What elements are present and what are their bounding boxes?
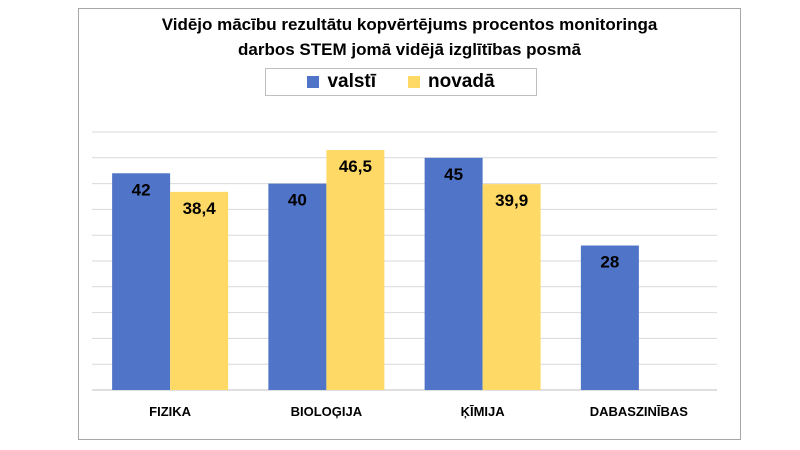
data-label: 42 bbox=[132, 180, 151, 199]
chart-title-line2: darbos STEM jomā vidējā izglītības posmā bbox=[238, 40, 581, 59]
bar-novada bbox=[326, 150, 385, 390]
bar-valsti bbox=[580, 245, 639, 390]
chart-title: Vidējo mācību rezultātu kopvērtējums pro… bbox=[78, 12, 741, 62]
data-label: 39,9 bbox=[495, 191, 528, 210]
category-label: DABASZINĪBAS bbox=[590, 404, 689, 419]
category-label: BIOLOĢIJA bbox=[291, 404, 363, 419]
legend-swatch-valsti bbox=[307, 76, 320, 88]
category-label: FIZIKA bbox=[149, 404, 191, 419]
data-label: 40 bbox=[288, 191, 307, 210]
bar-valsti bbox=[268, 183, 327, 390]
bar-novada bbox=[482, 184, 541, 390]
legend-item-valsti: valstī bbox=[307, 71, 376, 93]
data-label: 28 bbox=[600, 253, 619, 272]
data-label: 45 bbox=[444, 165, 463, 184]
legend-label-valsti: valstī bbox=[327, 71, 377, 92]
legend-label-novada: novadā bbox=[428, 71, 495, 92]
category-label: ĶĪMIJA bbox=[461, 404, 506, 419]
chart-legend: valstī novadā bbox=[265, 68, 537, 96]
legend-item-novada: novadā bbox=[408, 71, 495, 93]
chart-title-line1: Vidējo mācību rezultātu kopvērtējums pro… bbox=[161, 15, 658, 34]
bar-novada bbox=[170, 191, 229, 390]
data-label: 38,4 bbox=[183, 199, 217, 218]
legend-swatch-novada bbox=[408, 76, 421, 88]
bar-valsti bbox=[112, 173, 171, 390]
data-label: 46,5 bbox=[339, 157, 372, 176]
bar-valsti bbox=[424, 157, 483, 390]
